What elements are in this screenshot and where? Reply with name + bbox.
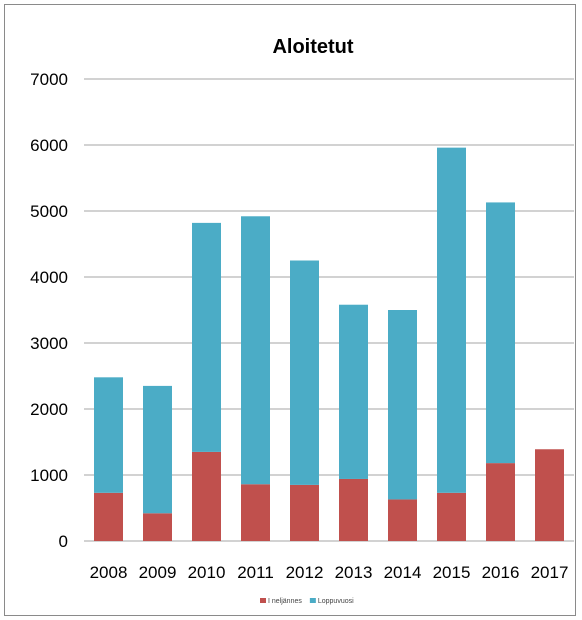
bar-segment (143, 513, 172, 541)
legend-swatch (260, 598, 266, 603)
bar-segment (192, 451, 221, 541)
bar-segment (486, 463, 515, 541)
chart-title: Aloitetut (272, 36, 353, 58)
x-tick-label: 2009 (139, 563, 177, 582)
legend-label: I neljännes (268, 598, 302, 605)
bar-segment (339, 304, 368, 479)
bar-segment (192, 222, 221, 452)
x-tick-label: 2017 (531, 563, 569, 582)
legend: I neljännes Loppuvuosi (260, 598, 354, 605)
x-tick-label: 2010 (188, 563, 226, 582)
bar-segment (241, 216, 270, 485)
bar-segment (339, 478, 368, 541)
y-tick-label: 2000 (30, 400, 68, 419)
x-tick-label: 2015 (433, 563, 471, 582)
legend-swatch (309, 598, 316, 603)
y-tick-label: 3000 (30, 334, 68, 353)
bar-segment (388, 310, 417, 500)
y-tick-label: 5000 (30, 202, 68, 221)
x-tick-label: 2008 (90, 563, 128, 582)
legend-label: Loppuvuosi (318, 598, 354, 605)
x-tick-label: 2014 (384, 563, 422, 582)
x-tick-label: 2011 (237, 563, 274, 582)
x-axis-ticks: 2008 2009 2010 2011 2012 2013 2014 2015 2016 2017 (90, 563, 569, 582)
bar-segment (94, 492, 123, 541)
bar-segment (437, 492, 466, 541)
y-tick-label: 1000 (30, 466, 68, 485)
bar-segment (290, 260, 319, 485)
x-tick-label: 2016 (482, 563, 520, 582)
x-tick-label: 2013 (335, 563, 373, 582)
bar-segment (535, 449, 564, 541)
bar-segment (486, 202, 515, 464)
bar-segment (437, 147, 466, 493)
bar-segment (388, 499, 417, 541)
bars (94, 147, 564, 541)
bar-segment (290, 484, 319, 541)
y-tick-label: 6000 (30, 136, 68, 155)
y-tick-label: 7000 (30, 70, 68, 89)
y-tick-label: 4000 (30, 268, 68, 287)
y-axis-ticks: 0 1000 2000 3000 4000 5000 6000 7000 (30, 70, 68, 551)
x-tick-label: 2012 (286, 563, 324, 582)
bar-segment (94, 377, 123, 493)
y-tick-label: 0 (59, 532, 68, 551)
bar-segment (241, 484, 270, 541)
bar-segment (143, 385, 172, 514)
